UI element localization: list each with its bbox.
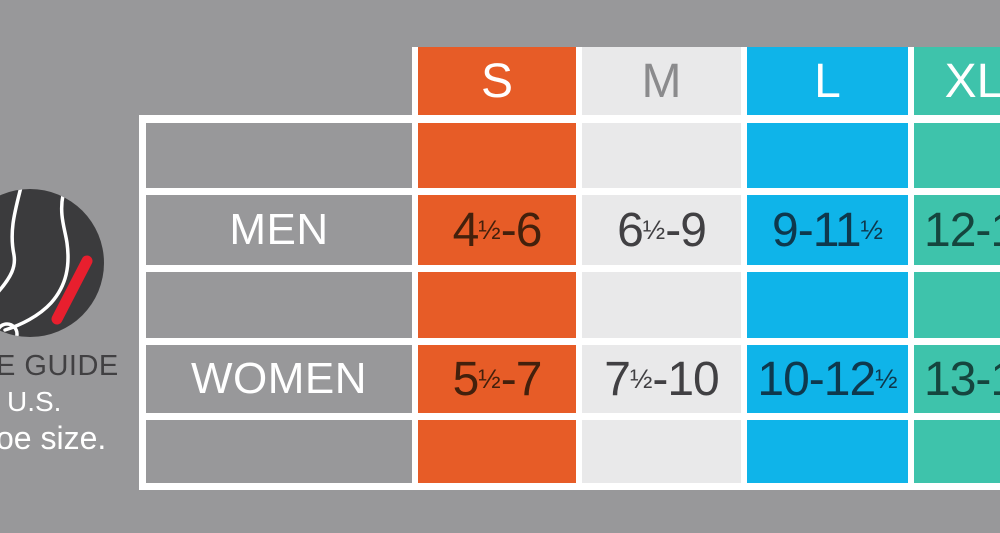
blank-cell-xl xyxy=(914,272,1000,338)
men-size-xl: 12-1 xyxy=(914,195,1000,265)
women-size-l: 10-12 ½ xyxy=(747,345,908,413)
women-row-label: WOMEN xyxy=(146,345,412,413)
blank-cell-l xyxy=(747,420,908,483)
men-size-s: 4 ½ -6 xyxy=(418,195,576,265)
blank-cell-s xyxy=(418,272,576,338)
blank-cell-m xyxy=(582,123,741,188)
blank-cell-xl xyxy=(914,420,1000,483)
header-gap xyxy=(576,47,582,115)
women-size-s: 5 ½ -7 xyxy=(418,345,576,413)
caption-line-2: U.S. xyxy=(7,386,62,417)
women-size-xl: 13-1 xyxy=(914,345,1000,413)
blank-cell-l xyxy=(747,123,908,188)
blank-cell-s xyxy=(418,420,576,483)
men-size-m: 6 ½ -9 xyxy=(582,195,741,265)
size-header-xl: XL xyxy=(914,47,1000,115)
size-header-m: M xyxy=(582,47,741,115)
women-size-m: 7 ½ -10 xyxy=(582,345,741,413)
size-header-l: L xyxy=(747,47,908,115)
men-row-label: MEN xyxy=(146,195,412,265)
blank-label-cell xyxy=(146,272,412,338)
foot-outline xyxy=(0,189,93,337)
size-header-s: S xyxy=(418,47,576,115)
men-size-l: 9-11 ½ xyxy=(747,195,908,265)
blank-label-cell xyxy=(146,123,412,188)
icon-circle xyxy=(0,189,104,337)
header-gap xyxy=(908,47,914,115)
header-gap xyxy=(412,47,418,115)
foot-icon xyxy=(0,189,104,337)
caption-line-1: E GUIDE xyxy=(0,350,119,382)
blank-cell-m xyxy=(582,272,741,338)
blank-label-cell xyxy=(146,420,412,483)
blank-cell-m xyxy=(582,420,741,483)
blank-cell-s xyxy=(418,123,576,188)
caption-line-3: oe size. xyxy=(0,420,107,456)
blank-cell-l xyxy=(747,272,908,338)
red-slash-icon xyxy=(51,255,93,325)
blank-cell-xl xyxy=(914,123,1000,188)
header-gap xyxy=(741,47,747,115)
